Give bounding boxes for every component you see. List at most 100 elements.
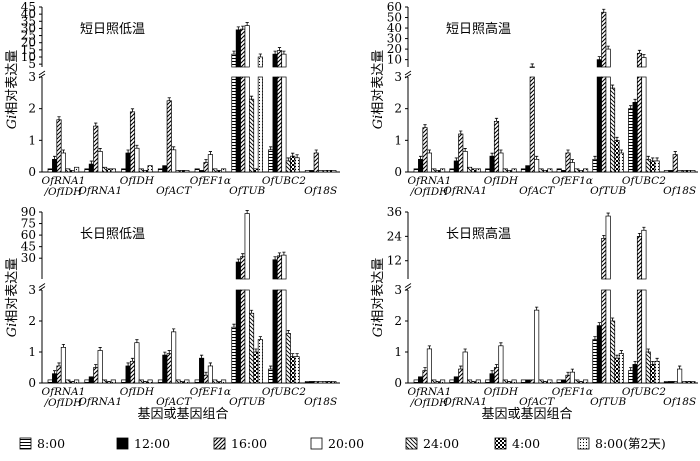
y-tick-label: 15 bbox=[21, 43, 36, 57]
error-bar bbox=[593, 336, 597, 340]
x-tick-label: OfUBC2 bbox=[622, 386, 666, 398]
bar bbox=[309, 381, 315, 384]
bar bbox=[431, 168, 437, 173]
bar bbox=[257, 76, 263, 173]
bar bbox=[529, 379, 535, 384]
bar bbox=[166, 353, 172, 384]
bar bbox=[69, 381, 75, 384]
bar bbox=[216, 381, 222, 384]
bar bbox=[157, 168, 164, 173]
legend-swatch bbox=[116, 437, 129, 450]
bar bbox=[175, 170, 181, 173]
error-bar bbox=[454, 157, 458, 161]
error-bar bbox=[423, 124, 427, 128]
bar bbox=[281, 289, 287, 384]
y-tick-label: 20 bbox=[21, 36, 36, 50]
error-bar bbox=[314, 149, 318, 153]
x-tick-label: Of18S bbox=[304, 396, 337, 408]
error-bar bbox=[126, 149, 130, 153]
bar bbox=[538, 379, 544, 384]
y-tick-label: 1 bbox=[28, 345, 36, 359]
bar bbox=[47, 379, 53, 384]
y-tick-label: 1 bbox=[394, 345, 402, 359]
error-bar bbox=[535, 155, 539, 160]
error-bar bbox=[167, 97, 171, 101]
error-bar bbox=[172, 328, 176, 332]
error-bar bbox=[673, 151, 677, 155]
error-bar bbox=[463, 148, 467, 152]
x-tick-label: OfRNA1 bbox=[443, 185, 487, 197]
y-tick-label: 30 bbox=[21, 251, 36, 265]
bar bbox=[106, 168, 112, 173]
bar bbox=[221, 379, 227, 384]
y-tick-label: 3 bbox=[394, 283, 402, 297]
panel-long-day-low-temp: 01233045607590长日照低温Gi相对表达量OfRNA1/OfIDHOf… bbox=[5, 205, 340, 409]
bar bbox=[276, 289, 283, 384]
bar bbox=[650, 364, 656, 384]
x-tick-label: /OfIDH bbox=[410, 186, 450, 198]
bar bbox=[322, 381, 328, 384]
error-bar bbox=[282, 50, 286, 55]
error-bar bbox=[232, 323, 236, 328]
error-bar bbox=[615, 136, 619, 141]
bar-upper-segment bbox=[636, 52, 643, 68]
x-tick-label: OfRNA1 bbox=[407, 175, 451, 187]
error-bar bbox=[286, 330, 290, 334]
bar-upper-segment bbox=[636, 236, 643, 280]
x-tick-label: OfACT bbox=[519, 396, 555, 408]
bar bbox=[583, 168, 589, 173]
bar-upper-segment bbox=[231, 53, 237, 68]
error-bar bbox=[245, 22, 249, 26]
bar bbox=[471, 168, 477, 173]
bar bbox=[542, 381, 549, 384]
bar bbox=[304, 170, 311, 173]
bar bbox=[331, 381, 337, 384]
bar-upper-segment bbox=[281, 254, 287, 280]
x-tick-label: OfIDH bbox=[484, 175, 519, 187]
bar bbox=[221, 168, 227, 173]
bar bbox=[121, 379, 127, 384]
x-tick-label: OfIDH bbox=[120, 386, 155, 398]
bar bbox=[106, 381, 112, 384]
bar-upper-segment bbox=[240, 256, 246, 280]
bar bbox=[212, 168, 218, 173]
y-axis-title-rest: 相对表达量 bbox=[371, 258, 386, 323]
bar bbox=[203, 162, 209, 173]
legend-label: 24:00 bbox=[423, 436, 459, 451]
bar bbox=[511, 379, 517, 384]
bar bbox=[157, 379, 164, 384]
bar bbox=[285, 333, 291, 384]
error-bar bbox=[427, 149, 431, 153]
bar bbox=[453, 376, 459, 384]
bar bbox=[171, 331, 177, 384]
bar bbox=[462, 351, 468, 384]
y-tick-label: 50 bbox=[387, 11, 402, 25]
y-tick-label: 0 bbox=[28, 165, 36, 179]
panel-title: 短日照低温 bbox=[80, 22, 145, 37]
y-tick-label: 2 bbox=[28, 314, 36, 328]
bar bbox=[440, 168, 446, 173]
bar bbox=[467, 379, 473, 384]
bar bbox=[534, 309, 540, 384]
bar bbox=[88, 163, 94, 173]
bar bbox=[458, 133, 464, 173]
x-tick-label: OfEF1α bbox=[190, 175, 231, 187]
y-axis-title: Gi相对表达量 bbox=[5, 50, 20, 130]
bar bbox=[565, 374, 571, 384]
bar bbox=[609, 87, 616, 173]
bar bbox=[294, 157, 300, 173]
bar bbox=[458, 368, 464, 384]
error-bar bbox=[646, 348, 650, 352]
error-bar bbox=[89, 160, 93, 165]
error-bar bbox=[619, 350, 623, 354]
error-bar bbox=[606, 45, 610, 50]
bar bbox=[632, 101, 638, 173]
bar bbox=[313, 381, 319, 384]
y-tick-label: 1 bbox=[394, 133, 402, 147]
error-bar bbox=[273, 50, 277, 55]
bar bbox=[574, 379, 580, 384]
y-axis-title-rest: 相对表达量 bbox=[5, 50, 20, 115]
error-bar bbox=[597, 56, 601, 60]
bar-upper-segment bbox=[605, 215, 611, 280]
bar bbox=[231, 76, 237, 173]
